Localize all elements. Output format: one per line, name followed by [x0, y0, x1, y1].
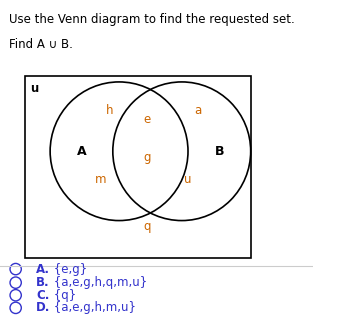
Bar	[25, 76, 251, 258]
Text: A: A	[77, 145, 86, 158]
Text: q: q	[144, 220, 151, 234]
Text: h: h	[106, 104, 114, 117]
Text: m: m	[94, 173, 106, 186]
Text: u: u	[184, 173, 192, 186]
Text: {q}: {q}	[50, 289, 76, 302]
Text: g: g	[144, 151, 151, 164]
Text: Find A ∪ B.: Find A ∪ B.	[9, 38, 73, 51]
Text: D.: D.	[36, 301, 50, 314]
Text: e: e	[144, 113, 151, 126]
Text: {e,g}: {e,g}	[50, 263, 88, 276]
Text: C.: C.	[36, 289, 49, 302]
Text: {a,e,g,h,q,m,u}: {a,e,g,h,q,m,u}	[50, 276, 147, 289]
Text: B: B	[214, 145, 224, 158]
Text: Use the Venn diagram to find the requested set.: Use the Venn diagram to find the request…	[9, 13, 295, 26]
Text: A.: A.	[36, 263, 50, 276]
Text: a: a	[194, 104, 201, 117]
Text: {a,e,g,h,m,u}: {a,e,g,h,m,u}	[50, 301, 136, 314]
Text: u: u	[30, 82, 39, 95]
Text: B.: B.	[36, 276, 50, 289]
